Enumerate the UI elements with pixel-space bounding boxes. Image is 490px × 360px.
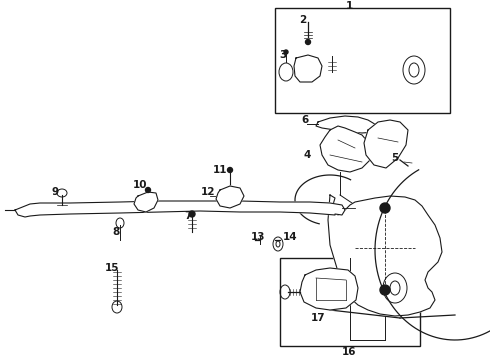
Bar <box>275 8 450 113</box>
Text: 3: 3 <box>279 50 287 60</box>
Text: 12: 12 <box>201 187 215 197</box>
Polygon shape <box>316 116 378 133</box>
Bar <box>280 258 420 346</box>
Text: 10: 10 <box>133 180 147 190</box>
Circle shape <box>284 50 288 54</box>
Text: 7: 7 <box>184 211 192 221</box>
Text: 6: 6 <box>301 115 309 125</box>
Circle shape <box>189 211 195 217</box>
Text: 15: 15 <box>105 263 119 273</box>
Polygon shape <box>320 126 370 172</box>
Text: 2: 2 <box>299 15 307 25</box>
Circle shape <box>227 167 232 172</box>
Text: 16: 16 <box>342 347 356 357</box>
Polygon shape <box>294 55 322 82</box>
Circle shape <box>305 40 311 45</box>
Polygon shape <box>364 120 408 168</box>
Text: 4: 4 <box>303 150 311 160</box>
Circle shape <box>380 203 390 213</box>
Text: 1: 1 <box>345 1 353 11</box>
Polygon shape <box>328 195 442 316</box>
Text: 11: 11 <box>213 165 227 175</box>
Text: 5: 5 <box>392 153 399 163</box>
Polygon shape <box>134 192 158 212</box>
Text: 13: 13 <box>251 232 265 242</box>
Text: 9: 9 <box>51 187 59 197</box>
Text: 8: 8 <box>112 227 120 237</box>
Polygon shape <box>300 268 358 310</box>
Polygon shape <box>216 186 244 208</box>
Text: 14: 14 <box>283 232 297 242</box>
Polygon shape <box>15 201 345 217</box>
Circle shape <box>380 285 390 295</box>
Circle shape <box>146 188 150 193</box>
Text: 17: 17 <box>311 313 325 323</box>
